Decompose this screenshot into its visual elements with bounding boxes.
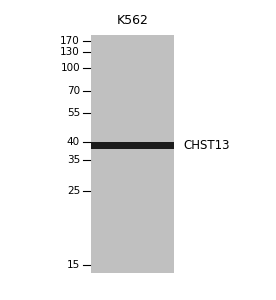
Text: 100: 100 — [60, 63, 80, 74]
Text: 70: 70 — [67, 85, 80, 96]
Text: 15: 15 — [67, 260, 80, 270]
Bar — [91, 142, 174, 149]
Text: CHST13: CHST13 — [184, 139, 230, 152]
Text: 25: 25 — [67, 186, 80, 196]
Text: 35: 35 — [67, 154, 80, 165]
Bar — [91, 34, 174, 273]
Text: 40: 40 — [67, 137, 80, 147]
Text: K562: K562 — [116, 14, 148, 27]
Text: 130: 130 — [60, 46, 80, 57]
Text: 55: 55 — [67, 108, 80, 118]
Text: 170: 170 — [60, 36, 80, 46]
